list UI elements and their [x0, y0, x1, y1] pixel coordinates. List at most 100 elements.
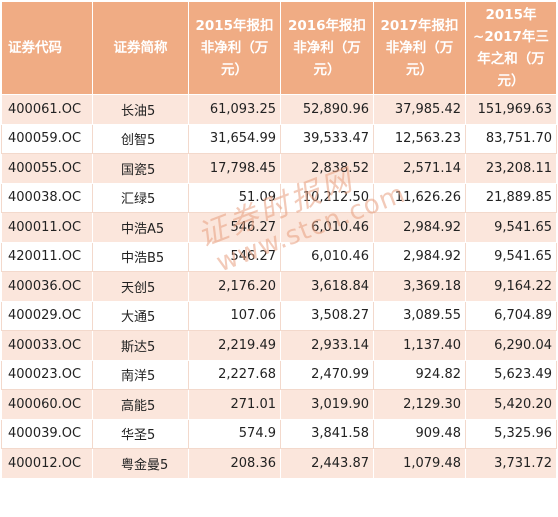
cell-code: 400029.OC [1, 300, 93, 331]
table-row: 400011.OC 中浩A5 546.27 6,010.46 2,984.92 9,541… [1, 212, 557, 243]
cell-2015: 107.06 [188, 300, 281, 331]
cell-code: 400012.OC [1, 448, 93, 479]
cell-name: 粤金曼5 [92, 448, 189, 479]
cell-sum: 9,541.65 [465, 241, 557, 272]
cell-name: 高能5 [92, 389, 189, 420]
header-2016: 2016年报扣非净利（万元） [280, 1, 374, 95]
cell-code: 400033.OC [1, 330, 93, 361]
cell-sum: 83,751.70 [465, 123, 557, 154]
cell-code: 400061.OC [1, 94, 93, 125]
cell-name: 斯达5 [92, 330, 189, 361]
header-code: 证券代码 [1, 1, 93, 95]
cell-code: 400039.OC [1, 418, 93, 449]
cell-name: 大通5 [92, 300, 189, 331]
cell-sum: 3,731.72 [465, 448, 557, 479]
cell-2016: 2,443.87 [280, 448, 374, 479]
cell-2015: 208.36 [188, 448, 281, 479]
table-row: 400055.OC 国瓷5 17,798.45 2,838.52 2,571.14 23,… [1, 153, 557, 184]
cell-2016: 2,838.52 [280, 153, 374, 184]
cell-2016: 6,010.46 [280, 241, 374, 272]
cell-2017: 2,129.30 [373, 389, 466, 420]
header-sum: 2015年~2017年三年之和（万元） [465, 1, 557, 95]
cell-2015: 2,176.20 [188, 271, 281, 302]
cell-sum: 23,208.11 [465, 153, 557, 184]
cell-2016: 2,470.99 [280, 359, 374, 390]
cell-2016: 52,890.96 [280, 94, 374, 125]
cell-2015: 17,798.45 [188, 153, 281, 184]
cell-2016: 3,841.58 [280, 418, 374, 449]
table-row: 400033.OC 斯达5 2,219.49 2,933.14 1,137.40 6,29… [1, 330, 557, 361]
cell-sum: 21,889.85 [465, 182, 557, 213]
header-2017: 2017年报扣非净利（万元） [373, 1, 466, 95]
cell-name: 长油5 [92, 94, 189, 125]
cell-2015: 61,093.25 [188, 94, 281, 125]
cell-name: 天创5 [92, 271, 189, 302]
cell-2016: 6,010.46 [280, 212, 374, 243]
cell-2016: 3,508.27 [280, 300, 374, 331]
cell-code: 400036.OC [1, 271, 93, 302]
cell-code: 400059.OC [1, 123, 93, 154]
cell-2015: 51.09 [188, 182, 281, 213]
cell-2016: 39,533.47 [280, 123, 374, 154]
table-row: 400039.OC 华圣5 574.9 3,841.58 909.48 5,325.96 [1, 418, 557, 449]
cell-2017: 12,563.23 [373, 123, 466, 154]
cell-2015: 271.01 [188, 389, 281, 420]
cell-2016: 3,618.84 [280, 271, 374, 302]
table-row: 400059.OC 创智5 31,654.99 39,533.47 12,563.23 8… [1, 123, 557, 154]
cell-sum: 5,623.49 [465, 359, 557, 390]
cell-name: 国瓷5 [92, 153, 189, 184]
cell-2017: 3,089.55 [373, 300, 466, 331]
cell-code: 400038.OC [1, 182, 93, 213]
table-row: 400036.OC 天创5 2,176.20 3,618.84 3,369.18 9,16… [1, 271, 557, 302]
cell-name: 南洋5 [92, 359, 189, 390]
cell-2017: 1,137.40 [373, 330, 466, 361]
cell-code: 400011.OC [1, 212, 93, 243]
cell-2017: 11,626.26 [373, 182, 466, 213]
cell-sum: 151,969.63 [465, 94, 557, 125]
cell-sum: 5,325.96 [465, 418, 557, 449]
cell-code: 400023.OC [1, 359, 93, 390]
cell-2017: 2,984.92 [373, 241, 466, 272]
cell-2016: 2,933.14 [280, 330, 374, 361]
cell-2017: 924.82 [373, 359, 466, 390]
table-row: 400023.OC 南洋5 2,227.68 2,470.99 924.82 5,623.… [1, 359, 557, 390]
cell-2017: 3,369.18 [373, 271, 466, 302]
cell-2017: 909.48 [373, 418, 466, 449]
net-profit-table: 证券代码 证券简称 2015年报扣非净利（万元） 2016年报扣非净利（万元） … [1, 1, 557, 479]
cell-2017: 2,571.14 [373, 153, 466, 184]
cell-sum: 9,541.65 [465, 212, 557, 243]
table-row: 400038.OC 汇绿5 51.09 10,212.50 11,626.26 21,88… [1, 182, 557, 213]
cell-2016: 10,212.50 [280, 182, 374, 213]
cell-sum: 6,290.04 [465, 330, 557, 361]
cell-2015: 2,227.68 [188, 359, 281, 390]
table-row: 420011.OC 中浩B5 546.27 6,010.46 2,984.92 9,541… [1, 241, 557, 272]
cell-name: 中浩B5 [92, 241, 189, 272]
header-2015: 2015年报扣非净利（万元） [188, 1, 281, 95]
cell-code: 400060.OC [1, 389, 93, 420]
cell-code: 420011.OC [1, 241, 93, 272]
table-row: 400029.OC 大通5 107.06 3,508.27 3,089.55 6,704.… [1, 300, 557, 331]
table-body: 400061.OC 长油5 61,093.25 52,890.96 37,985.42 1… [1, 94, 557, 479]
cell-sum: 6,704.89 [465, 300, 557, 331]
cell-code: 400055.OC [1, 153, 93, 184]
cell-2017: 37,985.42 [373, 94, 466, 125]
table-row: 400060.OC 高能5 271.01 3,019.90 2,129.30 5,420.… [1, 389, 557, 420]
cell-2017: 1,079.48 [373, 448, 466, 479]
cell-2015: 574.9 [188, 418, 281, 449]
cell-name: 华圣5 [92, 418, 189, 449]
table-row: 400012.OC 粤金曼5 208.36 2,443.87 1,079.48 3,731… [1, 448, 557, 479]
header-name: 证券简称 [92, 1, 189, 95]
cell-2015: 31,654.99 [188, 123, 281, 154]
table-row: 400061.OC 长油5 61,093.25 52,890.96 37,985.42 1… [1, 94, 557, 125]
cell-2015: 546.27 [188, 212, 281, 243]
cell-2015: 2,219.49 [188, 330, 281, 361]
cell-2016: 3,019.90 [280, 389, 374, 420]
cell-2015: 546.27 [188, 241, 281, 272]
cell-name: 中浩A5 [92, 212, 189, 243]
cell-sum: 9,164.22 [465, 271, 557, 302]
cell-2017: 2,984.92 [373, 212, 466, 243]
cell-name: 汇绿5 [92, 182, 189, 213]
table-header-row: 证券代码 证券简称 2015年报扣非净利（万元） 2016年报扣非净利（万元） … [1, 1, 557, 95]
cell-sum: 5,420.20 [465, 389, 557, 420]
